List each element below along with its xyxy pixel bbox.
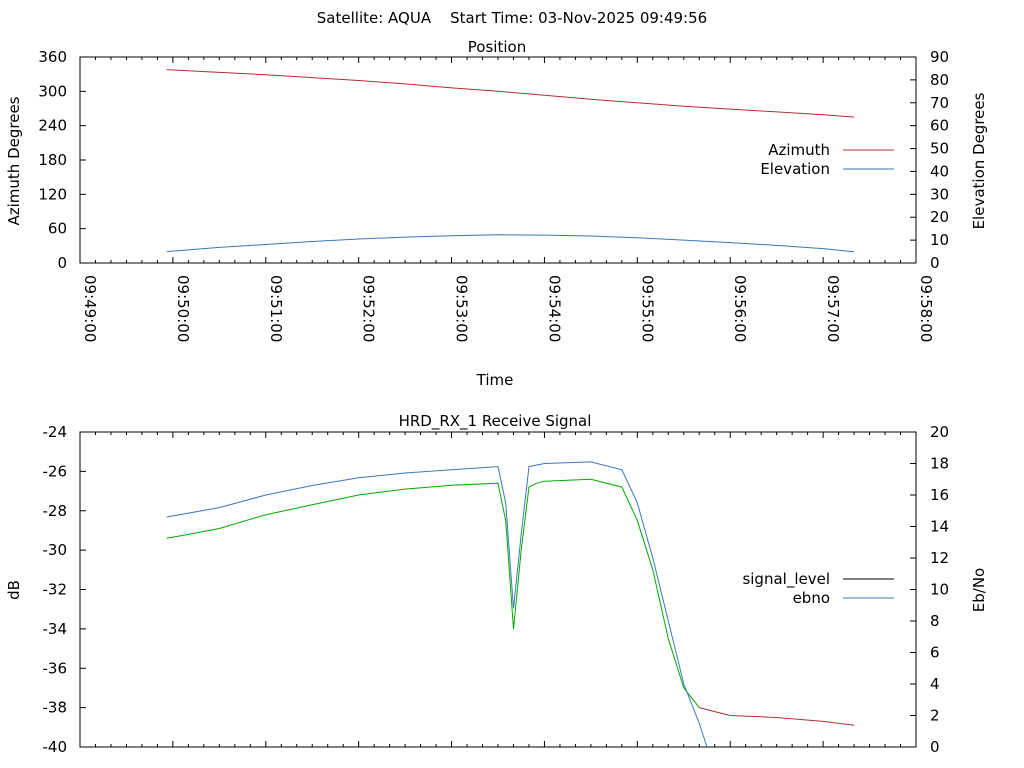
signal-level-line [166, 478, 700, 708]
position-x-tick-label: 09:58:00 [917, 275, 935, 342]
position-y-tick-label: 180 [38, 151, 67, 169]
position-y-tick-label: 240 [38, 117, 67, 135]
signal-y2-tick-label: 8 [930, 612, 940, 630]
position-x-tick-label: 09:49:00 [81, 275, 99, 342]
position-y2-tick-label: 10 [930, 231, 949, 249]
signal-level-legend-label: signal_level [742, 570, 830, 589]
position-x-tick-label: 09:51:00 [267, 275, 285, 342]
position-y2-tick-label: 80 [930, 71, 949, 89]
azimuth-legend-label: Azimuth [768, 141, 830, 159]
signal-plot-border [79, 431, 917, 748]
position-chart: Position Time Azimuth Degrees Elevation … [5, 38, 988, 389]
position-x-tick-label: 09:56:00 [731, 275, 749, 342]
signal-y2-tick-label: 10 [930, 581, 949, 599]
elevation-legend-label: Elevation [760, 160, 830, 178]
signal-y2-tick-label: 20 [930, 423, 949, 441]
position-y2-tick-label: 90 [930, 48, 949, 66]
signal-y-tick-label: -36 [43, 659, 68, 677]
signal-level-tail-line [699, 707, 855, 726]
signal-y-tick-label: -40 [43, 738, 68, 756]
position-y2-tick-label: 0 [930, 254, 940, 272]
signal-y-tick-label: -26 [43, 462, 68, 480]
signal-y2-tick-label: 14 [930, 518, 949, 536]
position-x-tick-label: 09:57:00 [824, 275, 842, 342]
position-chart-ylabel: Azimuth Degrees [5, 96, 23, 225]
position-y2-tick-label: 50 [930, 140, 949, 158]
position-chart-y2label: Elevation Degrees [970, 92, 988, 229]
position-x-tick-label: 09:54:00 [545, 275, 563, 342]
page-title: Satellite: AQUA Start Time: 03-Nov-2025 … [317, 9, 707, 27]
receive-signal-chart: HRD_RX_1 Receive Signal dB Eb/No -40 -38 -… [5, 412, 988, 756]
signal-y-tick-label: -38 [43, 699, 68, 717]
signal-y2-tick-label: 0 [930, 738, 940, 756]
position-y-tick-label: 0 [57, 254, 67, 272]
signal-y2-tick-label: 12 [930, 549, 949, 567]
azimuth-line [166, 69, 855, 118]
position-y-tick-label: 60 [48, 220, 67, 238]
position-y-tick-label: 360 [38, 48, 67, 66]
signal-y-tick-label: -24 [43, 423, 68, 441]
ebno-line [166, 461, 708, 747]
signal-chart-ylabel: dB [5, 580, 23, 600]
position-y2-tick-label: 20 [930, 208, 949, 226]
signal-y2-tick-label: 6 [930, 644, 940, 662]
position-y-tick-label: 120 [38, 185, 67, 203]
signal-chart-y2label: Eb/No [970, 568, 988, 612]
position-x-tick-label: 09:53:00 [453, 275, 471, 342]
signal-y-tick-label: -34 [43, 620, 68, 638]
elevation-line [166, 234, 855, 253]
signal-y-tick-label: -30 [43, 541, 68, 559]
signal-chart-title: HRD_RX_1 Receive Signal [399, 412, 592, 431]
signal-y2-tick-label: 16 [930, 486, 949, 504]
signal-y-tick-label: -28 [43, 502, 68, 520]
ebno-legend-label: ebno [793, 589, 830, 607]
position-chart-xlabel: Time [476, 371, 514, 389]
position-x-tick-label: 09:50:00 [174, 275, 192, 342]
position-y-tick-label: 300 [38, 82, 67, 100]
position-x-tick-label: 09:55:00 [638, 275, 656, 342]
position-x-tick-label: 09:52:00 [360, 275, 378, 342]
signal-y2-tick-label: 4 [930, 675, 940, 693]
position-chart-title: Position [468, 38, 526, 56]
signal-y2-tick-label: 18 [930, 455, 949, 473]
position-y2-tick-label: 30 [930, 185, 949, 203]
signal-y2-tick-label: 2 [930, 707, 940, 725]
position-y2-tick-label: 60 [930, 117, 949, 135]
position-y2-tick-label: 70 [930, 94, 949, 112]
position-y2-tick-label: 40 [930, 162, 949, 180]
signal-y-tick-label: -32 [43, 581, 68, 599]
